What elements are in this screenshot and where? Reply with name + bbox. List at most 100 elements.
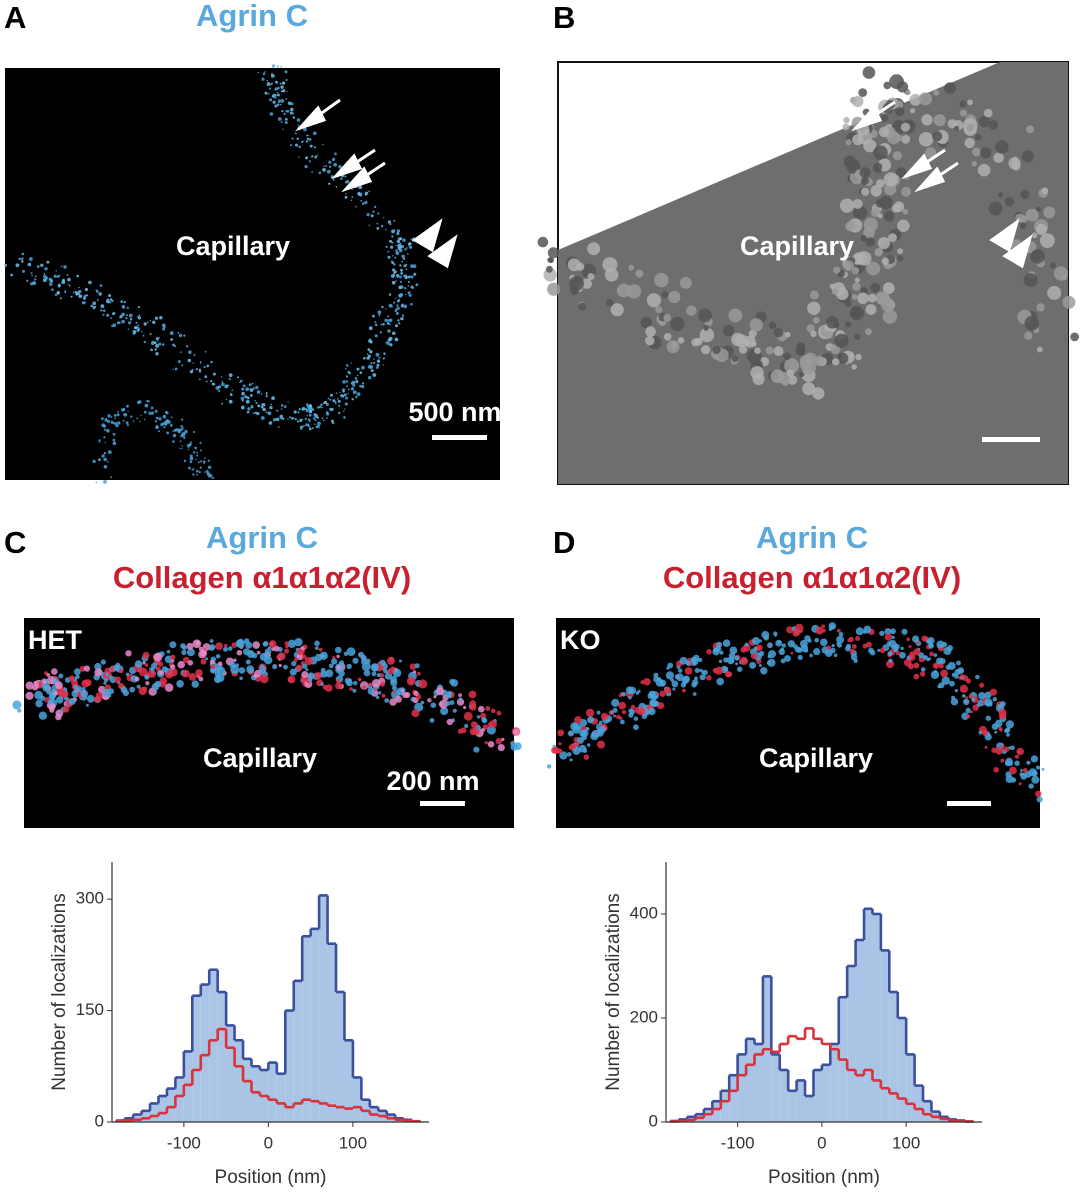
- localization: [870, 185, 882, 197]
- localization: [557, 748, 563, 754]
- localization: [1030, 249, 1045, 264]
- scale-bar: [982, 437, 1040, 442]
- localization: [337, 399, 341, 403]
- localization: [991, 723, 999, 730]
- localization: [142, 334, 145, 337]
- localization: [389, 343, 393, 347]
- localization: [376, 695, 380, 700]
- localization: [342, 395, 345, 398]
- localization: [130, 415, 133, 418]
- localization: [345, 375, 349, 378]
- localization: [382, 357, 385, 360]
- localization: [276, 91, 279, 94]
- localization: [183, 432, 186, 435]
- localization: [1028, 768, 1037, 777]
- localization: [225, 398, 228, 401]
- localization: [126, 314, 128, 316]
- localization: [279, 82, 282, 85]
- localization: [354, 377, 358, 380]
- panel-letter: D: [553, 525, 575, 560]
- localization: [849, 648, 855, 654]
- localization: [356, 392, 361, 397]
- localization: [984, 745, 988, 749]
- localization: [164, 423, 168, 426]
- localization: [784, 655, 791, 662]
- localization: [377, 212, 380, 215]
- localization: [429, 718, 435, 723]
- localization: [127, 410, 129, 412]
- localization: [352, 688, 357, 693]
- localization: [1070, 332, 1079, 342]
- localization: [137, 400, 142, 404]
- localization: [21, 252, 24, 256]
- localization: [170, 338, 174, 341]
- localization: [250, 394, 253, 397]
- localization: [204, 471, 206, 473]
- localization: [339, 391, 341, 394]
- localization: [75, 292, 79, 296]
- localization: [266, 82, 271, 86]
- localization: [330, 419, 334, 423]
- localization: [355, 396, 358, 399]
- localization: [314, 423, 316, 426]
- localization: [15, 263, 20, 268]
- localization: [850, 654, 858, 661]
- localization: [128, 321, 132, 325]
- bar: [872, 914, 881, 1122]
- localization: [842, 123, 850, 131]
- localization: [569, 758, 573, 762]
- localization: [645, 326, 656, 337]
- localization: [174, 345, 177, 348]
- localization: [863, 625, 872, 634]
- localization: [699, 668, 703, 673]
- localization: [36, 265, 40, 268]
- localization: [308, 420, 311, 423]
- localization: [159, 677, 168, 685]
- localization: [905, 89, 911, 96]
- localization: [900, 646, 904, 651]
- localization: [106, 419, 111, 423]
- localization: [370, 369, 374, 373]
- localization: [389, 656, 394, 662]
- localization: [280, 121, 283, 123]
- localization: [350, 387, 355, 391]
- localization: [821, 624, 826, 629]
- localization: [964, 137, 975, 149]
- localization: [694, 676, 698, 681]
- localization: [186, 642, 194, 650]
- localization: [374, 334, 378, 338]
- localization: [333, 162, 337, 167]
- localization: [405, 247, 408, 249]
- localization: [88, 280, 92, 285]
- localization: [988, 120, 999, 130]
- localization: [323, 165, 325, 168]
- localization: [344, 408, 346, 410]
- localization: [308, 413, 312, 417]
- localization: [857, 292, 869, 305]
- localization: [112, 312, 115, 315]
- localization: [748, 329, 757, 338]
- localization: [12, 700, 22, 710]
- localization: [679, 656, 688, 665]
- scale-label: 500 nm: [408, 397, 501, 427]
- localization: [671, 680, 679, 688]
- localization: [97, 458, 101, 462]
- localization: [319, 405, 322, 408]
- localization: [378, 691, 382, 695]
- localization: [223, 646, 228, 652]
- localization: [449, 700, 455, 705]
- localization: [1016, 747, 1024, 756]
- localization: [767, 642, 773, 649]
- localization: [316, 154, 318, 156]
- localization: [706, 675, 712, 681]
- localization: [154, 316, 158, 320]
- localization: [407, 284, 410, 287]
- localization: [773, 346, 784, 356]
- localization: [1020, 769, 1023, 772]
- localization: [40, 695, 46, 701]
- localization: [934, 664, 938, 668]
- localization: [284, 641, 289, 645]
- localization: [393, 263, 396, 266]
- localization: [189, 460, 193, 464]
- localization: [280, 90, 283, 93]
